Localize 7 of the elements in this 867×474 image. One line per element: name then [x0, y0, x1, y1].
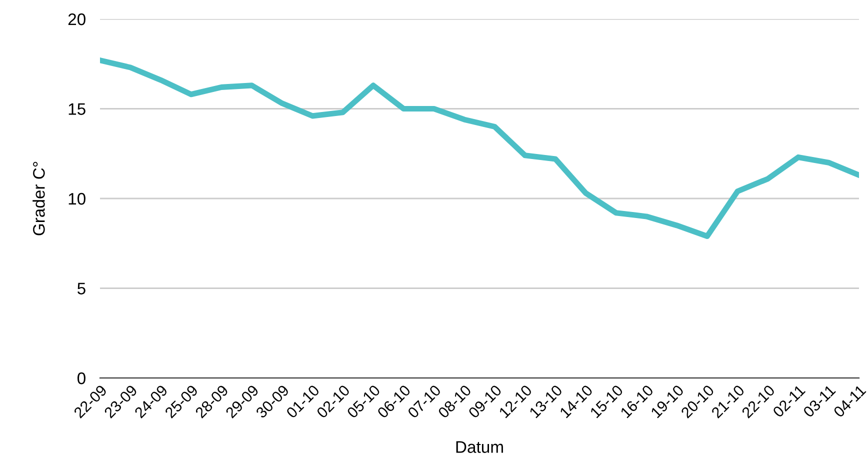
y-tick-label: 5 [78, 282, 86, 294]
x-axis-title: Datum [456, 441, 503, 453]
y-tick-label: 20 [68, 13, 86, 26]
y-tick-label: 0 [77, 372, 86, 384]
y-axis-title: Grader C° [32, 162, 45, 236]
y-tick-label: 15 [68, 103, 86, 115]
y-tick-label: 10 [68, 192, 86, 205]
